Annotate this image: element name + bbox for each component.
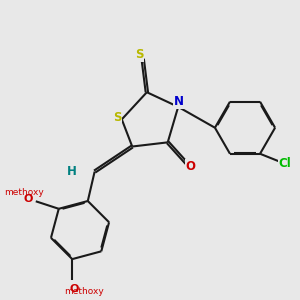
Text: S: S [135, 48, 144, 61]
Text: methoxy: methoxy [4, 188, 44, 196]
Text: O: O [70, 284, 79, 294]
Text: O: O [23, 194, 32, 204]
Text: H: H [67, 165, 76, 178]
Text: N: N [174, 95, 184, 108]
Text: Cl: Cl [279, 157, 292, 170]
Text: methoxy: methoxy [64, 287, 104, 296]
Text: O: O [186, 160, 196, 173]
Text: S: S [113, 111, 122, 124]
